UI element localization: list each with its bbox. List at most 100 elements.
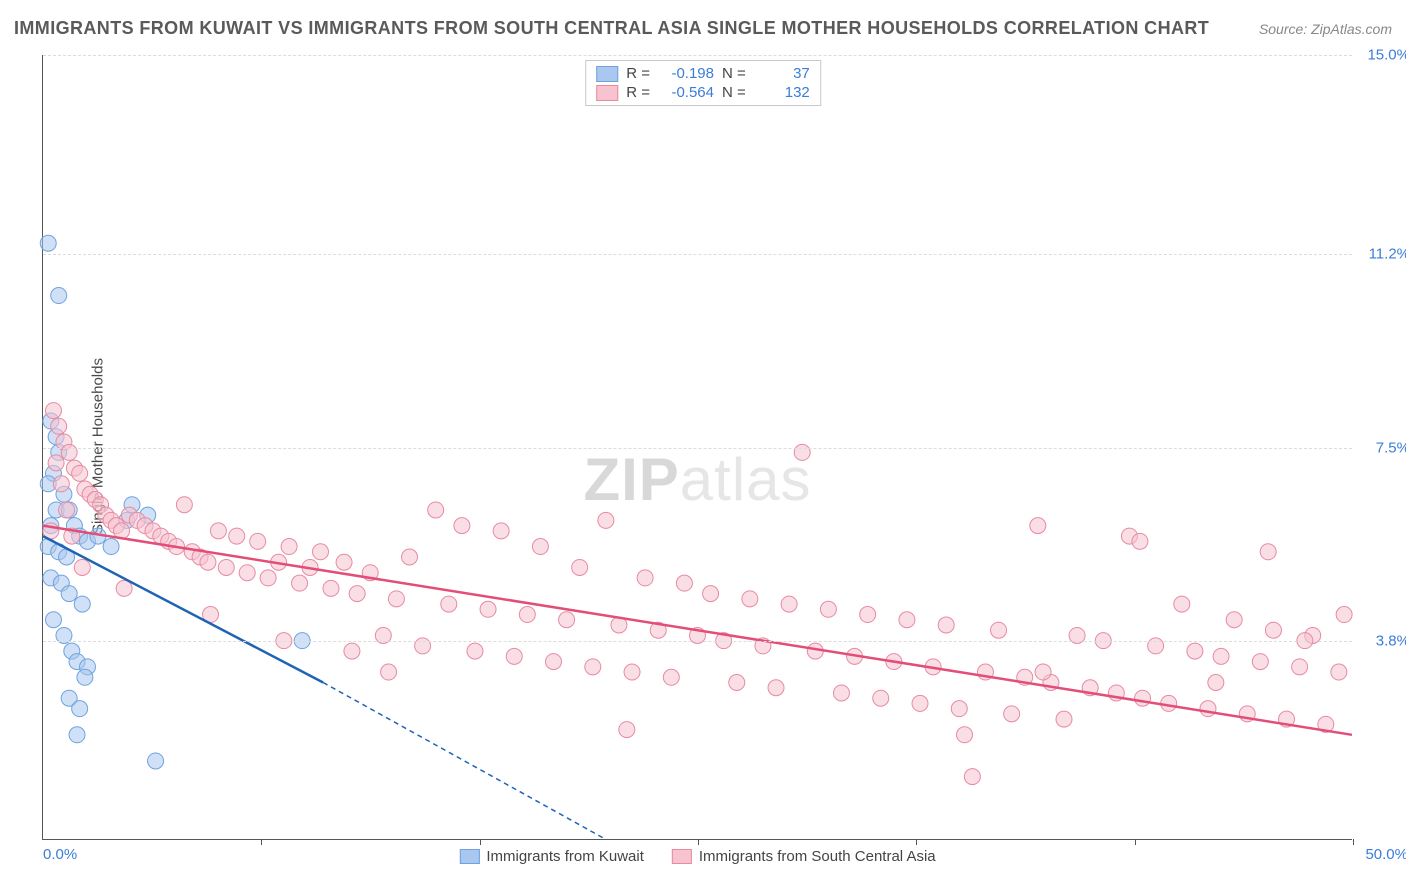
data-point <box>1056 711 1072 727</box>
data-point <box>957 727 973 743</box>
data-point <box>239 565 255 581</box>
legend-swatch <box>672 849 692 864</box>
data-point <box>1226 612 1242 628</box>
data-point <box>344 643 360 659</box>
y-tick-label: 7.5% <box>1376 439 1406 456</box>
y-tick-label: 11.2% <box>1369 245 1406 262</box>
x-tick <box>1353 839 1354 845</box>
data-point <box>1265 622 1281 638</box>
data-point <box>45 403 61 419</box>
stat-n-label: N = <box>722 84 746 101</box>
data-point <box>229 528 245 544</box>
source-label: Source: ZipAtlas.com <box>1259 21 1392 37</box>
data-point <box>781 596 797 612</box>
data-point <box>873 690 889 706</box>
y-tick-label: 3.8% <box>1376 633 1406 650</box>
data-point <box>637 570 653 586</box>
data-point <box>1200 701 1216 717</box>
data-point <box>912 695 928 711</box>
data-point <box>260 570 276 586</box>
data-point <box>349 586 365 602</box>
stat-r-value: -0.198 <box>658 65 714 82</box>
data-point <box>532 539 548 555</box>
data-point <box>336 554 352 570</box>
data-point <box>1252 654 1268 670</box>
data-point <box>1030 518 1046 534</box>
data-point <box>74 559 90 575</box>
x-tick <box>916 839 917 845</box>
data-point <box>663 669 679 685</box>
data-point <box>402 549 418 565</box>
gridline <box>43 55 1352 56</box>
stat-n-label: N = <box>722 65 746 82</box>
data-point <box>200 554 216 570</box>
data-point <box>619 722 635 738</box>
data-point <box>1035 664 1051 680</box>
data-point <box>1260 544 1276 560</box>
data-point <box>69 727 85 743</box>
data-point <box>218 559 234 575</box>
data-point <box>51 288 67 304</box>
data-point <box>388 591 404 607</box>
data-point <box>51 418 67 434</box>
chart-title: IMMIGRANTS FROM KUWAIT VS IMMIGRANTS FRO… <box>14 18 1209 39</box>
data-point <box>428 502 444 518</box>
data-point <box>768 680 784 696</box>
data-point <box>1135 690 1151 706</box>
data-point <box>454 518 470 534</box>
data-point <box>572 559 588 575</box>
trend-line-extrapolated <box>323 683 606 840</box>
x-axis-max-label: 50.0% <box>1365 846 1406 863</box>
data-point <box>493 523 509 539</box>
data-point <box>951 701 967 717</box>
trend-line <box>43 526 1352 735</box>
stat-r-label: R = <box>626 65 650 82</box>
data-point <box>292 575 308 591</box>
data-point <box>1187 643 1203 659</box>
data-point <box>281 539 297 555</box>
data-point <box>250 533 266 549</box>
data-point <box>53 476 69 492</box>
data-point <box>72 701 88 717</box>
data-point <box>729 675 745 691</box>
data-point <box>176 497 192 513</box>
data-point <box>1132 533 1148 549</box>
data-point <box>1208 675 1224 691</box>
legend-label: Immigrants from South Central Asia <box>699 848 936 865</box>
data-point <box>1213 648 1229 664</box>
x-tick <box>261 839 262 845</box>
data-point <box>546 654 562 670</box>
data-point <box>624 664 640 680</box>
data-point <box>820 601 836 617</box>
data-point <box>1004 706 1020 722</box>
data-point <box>1331 664 1347 680</box>
data-point <box>703 586 719 602</box>
data-point <box>48 455 64 471</box>
data-point <box>559 612 575 628</box>
legend-swatch <box>596 66 618 82</box>
data-point <box>210 523 226 539</box>
data-point <box>1174 596 1190 612</box>
data-point <box>381 664 397 680</box>
stat-n-value: 37 <box>754 65 810 82</box>
data-point <box>480 601 496 617</box>
data-point <box>61 586 77 602</box>
data-point <box>103 539 119 555</box>
stat-row: R = -0.198 N = 37 <box>596 65 810 82</box>
data-point <box>45 612 61 628</box>
data-point <box>77 669 93 685</box>
data-point <box>506 648 522 664</box>
data-point <box>742 591 758 607</box>
y-tick-label: 15.0% <box>1367 47 1406 64</box>
x-axis-min-label: 0.0% <box>43 846 77 863</box>
data-point <box>40 235 56 251</box>
data-point <box>467 643 483 659</box>
data-point <box>313 544 329 560</box>
data-point <box>598 512 614 528</box>
legend-label: Immigrants from Kuwait <box>486 848 644 865</box>
x-tick <box>480 839 481 845</box>
plot-area: ZIPatlas 15.0%11.2%7.5%3.8% 0.0% 50.0% I… <box>42 55 1352 840</box>
data-point <box>860 607 876 623</box>
legend-item: Immigrants from South Central Asia <box>672 848 936 865</box>
stat-r-label: R = <box>626 84 650 101</box>
